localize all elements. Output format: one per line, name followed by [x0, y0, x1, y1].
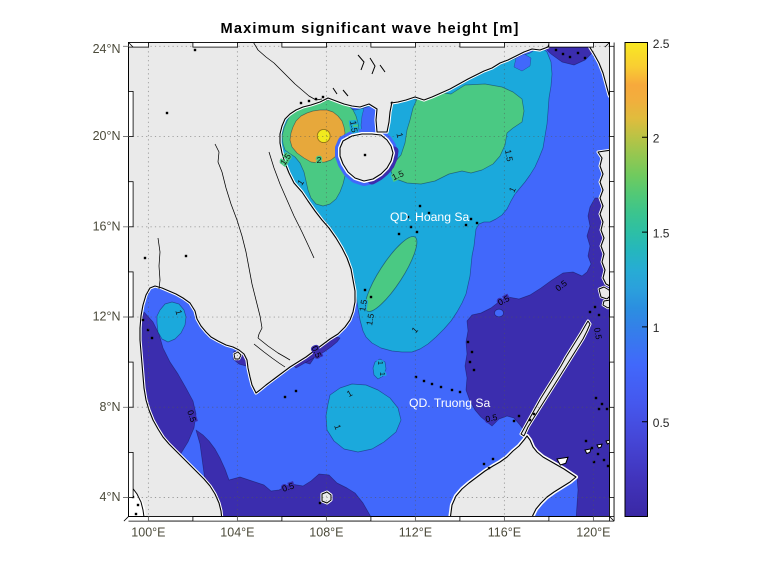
svg-text:1: 1 — [507, 185, 518, 194]
svg-text:0.5: 0.5 — [484, 412, 498, 424]
svg-text:24°N: 24°N — [93, 42, 121, 56]
svg-text:1: 1 — [376, 361, 385, 365]
svg-text:8°N: 8°N — [100, 400, 121, 414]
svg-text:0.5: 0.5 — [653, 416, 670, 430]
svg-text:2: 2 — [317, 155, 322, 165]
svg-text:1.5: 1.5 — [357, 299, 369, 313]
svg-text:0.5: 0.5 — [185, 409, 198, 424]
svg-text:1.5: 1.5 — [357, 299, 369, 313]
svg-text:1: 1 — [295, 177, 306, 187]
svg-text:QD. Truong Sa: QD. Truong Sa — [409, 396, 491, 410]
svg-text:2: 2 — [317, 155, 322, 165]
svg-text:1: 1 — [345, 388, 354, 399]
svg-text:QD. Hoang Sa: QD. Hoang Sa — [390, 210, 469, 224]
svg-text:1: 1 — [332, 423, 343, 431]
svg-text:1: 1 — [332, 423, 343, 431]
svg-text:1: 1 — [376, 361, 385, 365]
svg-text:0.5: 0.5 — [592, 327, 604, 341]
svg-text:1: 1 — [653, 321, 660, 335]
svg-text:20°N: 20°N — [93, 129, 121, 143]
svg-text:12°N: 12°N — [93, 310, 121, 324]
svg-text:0.5: 0.5 — [281, 480, 296, 493]
svg-text:4°N: 4°N — [100, 490, 121, 504]
svg-text:1: 1 — [173, 309, 184, 316]
svg-text:1.5: 1.5 — [503, 149, 515, 163]
svg-text:1: 1 — [378, 372, 387, 376]
svg-text:100°E: 100°E — [131, 526, 165, 540]
svg-text:1: 1 — [345, 388, 354, 399]
svg-text:1.5: 1.5 — [503, 149, 515, 163]
svg-text:116°E: 116°E — [488, 526, 521, 540]
svg-text:16°N: 16°N — [93, 219, 121, 233]
svg-text:1.5: 1.5 — [390, 168, 405, 182]
svg-text:1: 1 — [394, 132, 405, 139]
svg-text:1: 1 — [394, 132, 405, 139]
svg-text:1: 1 — [173, 309, 184, 316]
svg-text:1.5: 1.5 — [364, 313, 376, 327]
svg-text:2.5: 2.5 — [653, 37, 670, 51]
svg-text:104°E: 104°E — [220, 526, 254, 540]
svg-text:2: 2 — [653, 132, 660, 146]
svg-text:0.5: 0.5 — [310, 344, 324, 359]
svg-text:1: 1 — [507, 185, 518, 194]
svg-text:0.5: 0.5 — [484, 412, 498, 424]
svg-text:108°E: 108°E — [309, 526, 343, 540]
svg-text:Maximum significant wave heigh: Maximum significant wave height [m] — [221, 21, 520, 37]
svg-text:1: 1 — [409, 325, 420, 335]
svg-text:1.5: 1.5 — [653, 226, 670, 240]
svg-text:112°E: 112°E — [399, 526, 432, 540]
svg-text:0.5: 0.5 — [592, 327, 604, 341]
svg-text:1.5: 1.5 — [364, 313, 376, 327]
svg-text:1.5: 1.5 — [348, 120, 360, 133]
svg-text:1.5: 1.5 — [348, 120, 360, 133]
svg-text:120°E: 120°E — [576, 526, 610, 540]
svg-text:1: 1 — [378, 372, 387, 376]
